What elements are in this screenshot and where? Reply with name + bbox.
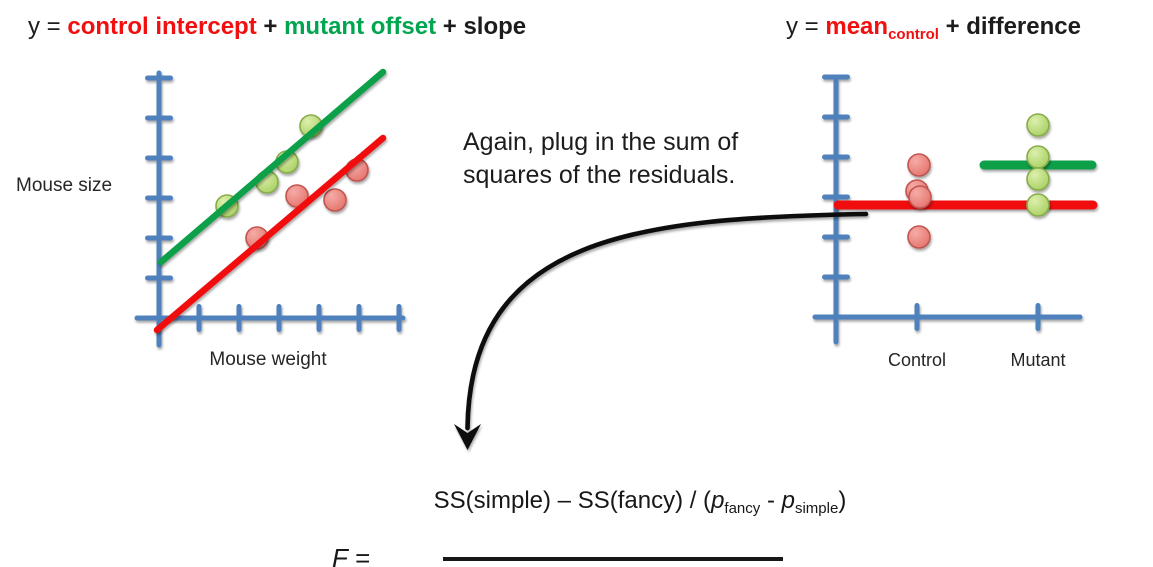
left-chart-y-axis-label: Mouse size	[16, 175, 113, 196]
annotation-line-1: Again, plug in the sum of	[463, 128, 739, 156]
equation-term-mutant-offset: mutant offset	[284, 13, 437, 40]
right-chart-label-mutant: Mutant	[1010, 350, 1066, 370]
data-point-mutant	[1026, 113, 1050, 137]
equation-term-slope: slope	[463, 13, 527, 40]
data-point-control	[907, 153, 931, 177]
formula-lhs: F =	[332, 543, 370, 567]
fit-line-control	[153, 134, 387, 334]
formula-denominator: SS(fancy) / (n - pfancy)	[474, 563, 753, 567]
left-chart-axes	[134, 70, 406, 348]
equation-regression-y: y =	[28, 13, 68, 40]
numerator-minus: -	[760, 487, 782, 514]
left-chart-fit-lines	[153, 68, 387, 334]
formula-numerator: SS(simple) – SS(fancy) / (pfancy - psimp…	[380, 456, 847, 554]
curved-arrow-shaft	[465, 211, 869, 431]
annotation-note: Again, plug in the sum of squares of the…	[463, 126, 738, 192]
arrowhead-icon	[454, 424, 481, 450]
curved-arrow	[454, 211, 869, 450]
numerator-p2: p	[781, 487, 795, 514]
equation-term-difference: difference	[966, 13, 1081, 40]
equation-means-y: y =	[786, 13, 826, 40]
numerator-p1: p	[711, 487, 725, 514]
fit-line-mutant	[157, 68, 387, 266]
equation-plus-1: +	[256, 13, 285, 40]
annotation-line-2: squares of the residuals.	[463, 161, 736, 189]
formula-equals: =	[347, 543, 371, 567]
equation-plus-2: +	[436, 13, 464, 40]
numerator-p1-subscript: fancy	[724, 500, 761, 517]
data-point-control	[908, 185, 932, 209]
equation-plus: +	[938, 13, 967, 40]
fraction-bar	[443, 557, 784, 561]
equation-mean-subscript: control	[888, 26, 939, 43]
right-chart-axes	[812, 74, 1083, 345]
data-point-mutant	[1026, 145, 1050, 169]
data-point-control	[323, 188, 347, 212]
equation-term-control-intercept: control intercept	[67, 13, 257, 40]
left-chart-x-axis-label: Mouse weight	[209, 349, 327, 370]
left-chart-points	[215, 114, 369, 250]
right-chart-label-control: Control	[887, 350, 947, 370]
f-statistic-formula: F = SS(simple) – SS(fancy) / (pfancy - p…	[332, 456, 846, 567]
formula-fraction: SS(simple) – SS(fancy) / (pfancy - psimp…	[380, 456, 846, 567]
data-point-mutant	[1026, 193, 1050, 217]
numerator-text: SS(simple) – SS(fancy) / (	[433, 487, 712, 514]
equation-term-mean: mean	[825, 13, 889, 40]
data-point-control	[907, 225, 931, 249]
numerator-p2-subscript: simple	[794, 500, 839, 517]
numerator-close-paren: )	[838, 487, 847, 514]
formula-F: F	[332, 543, 348, 567]
right-chart-points	[905, 113, 1050, 249]
right-chart-mean-lines	[833, 160, 1098, 210]
equation-means: y = meancontrol + difference	[786, 13, 1081, 43]
data-point-mutant	[1026, 167, 1050, 191]
equation-regression: y = control intercept + mutant offset + …	[28, 13, 526, 41]
